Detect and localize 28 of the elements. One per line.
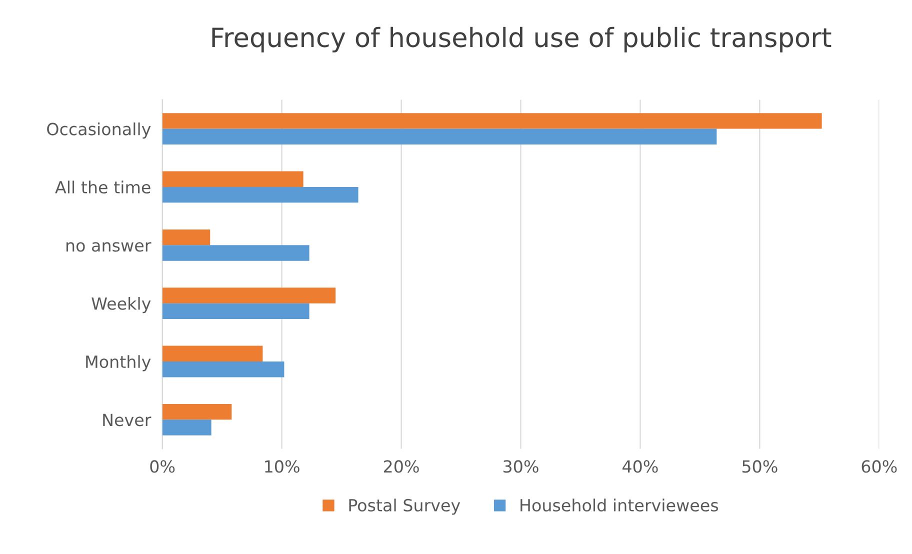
y-tick-label: Never	[103, 414, 152, 426]
bar	[162, 186, 358, 203]
bar	[162, 229, 210, 246]
bar	[162, 128, 717, 145]
x-tick-label: 50%	[742, 460, 778, 473]
y-tick-label: Occasionally	[47, 122, 151, 139]
x-tick-label: 60%	[862, 460, 897, 473]
bar	[162, 420, 212, 436]
x-tick-label: 10%	[265, 460, 300, 473]
bar	[162, 171, 304, 187]
bar	[162, 361, 284, 378]
legend-label: Household interviewees	[520, 498, 718, 512]
bar	[162, 113, 822, 129]
bar	[162, 245, 310, 261]
y-tick-label: All the time	[55, 180, 150, 194]
bar	[162, 346, 263, 362]
x-tick-label: 20%	[384, 460, 419, 473]
x-tick-label: 40%	[622, 460, 658, 473]
legend-label: Postal Survey	[349, 498, 460, 515]
bar	[162, 288, 336, 304]
x-tick-label: 0%	[150, 460, 175, 473]
bar	[162, 303, 310, 320]
y-tick-label: Monthly	[86, 355, 151, 372]
y-tick-label: Weekly	[92, 296, 151, 314]
y-tick-label: no answer	[66, 242, 152, 252]
bar	[162, 404, 232, 420]
x-tick-label: 30%	[504, 460, 538, 473]
chart-title: Frequency of household use of public transport	[212, 26, 832, 52]
